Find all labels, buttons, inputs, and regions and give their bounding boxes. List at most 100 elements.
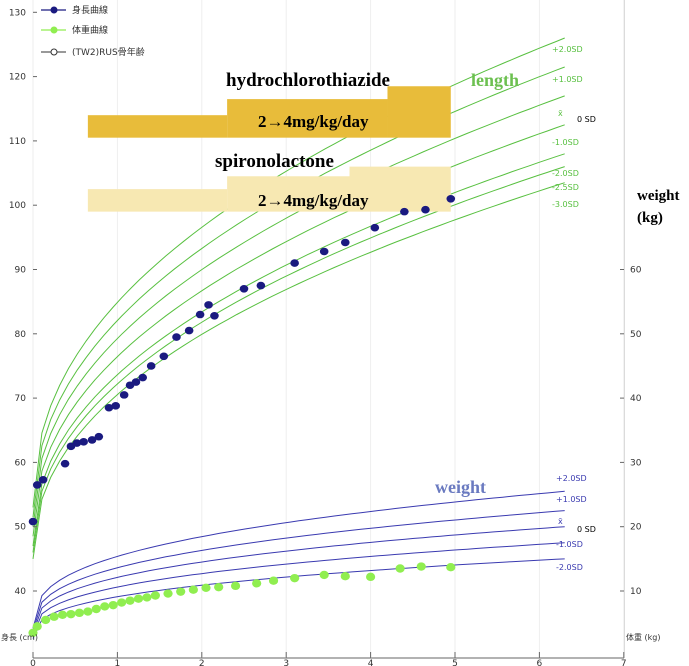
weight-point xyxy=(188,585,198,594)
y-left-tick-label: 80 xyxy=(15,330,27,340)
spironolactone-bar-segment xyxy=(349,166,451,212)
length-point xyxy=(104,403,114,412)
weight-sd-curve xyxy=(32,558,565,639)
length-point xyxy=(146,362,156,370)
length-sd-label: +1.0SD xyxy=(552,75,583,84)
y-right-tick-label: 20 xyxy=(630,523,642,533)
length-point xyxy=(290,259,299,267)
weight-point xyxy=(150,591,160,600)
weight-sd-curve xyxy=(32,542,565,637)
weight-point xyxy=(100,602,110,611)
length-point xyxy=(60,459,70,468)
y-left-tick-label: 70 xyxy=(15,394,27,404)
weight-point xyxy=(117,598,127,607)
weight-point xyxy=(268,576,279,585)
weight-point xyxy=(446,563,456,572)
legend-marker-bone-age xyxy=(50,48,58,56)
length-point xyxy=(172,333,181,341)
hydrochlorothiazide-dose: 2→4mg/kg/day xyxy=(258,112,369,131)
length-sd-curve xyxy=(32,166,565,553)
length-point xyxy=(87,436,97,444)
length-point xyxy=(204,301,213,309)
length-sd-label: 0 SD xyxy=(577,115,596,124)
weight-point xyxy=(230,581,241,591)
weight-sd-curve xyxy=(32,510,565,632)
length-curve-label: length xyxy=(471,70,519,90)
y-left-tick-label: 100 xyxy=(9,201,26,211)
weight-point xyxy=(176,587,186,596)
x-tick-label: 3 xyxy=(283,659,289,666)
weight-point xyxy=(252,579,262,588)
right-axis-unit-label: 体重 (kg) xyxy=(626,632,661,642)
length-sd-curve xyxy=(32,182,565,559)
length-point xyxy=(138,373,148,382)
length-point xyxy=(131,378,141,386)
length-point xyxy=(400,207,409,216)
legend-weight: 体重曲線 xyxy=(72,24,108,36)
weight-point xyxy=(142,593,152,602)
y-left-tick-label: 50 xyxy=(15,523,27,533)
weight-point xyxy=(290,573,300,583)
x-tick-label: 4 xyxy=(368,659,374,666)
right-axis-title-weight: weight xyxy=(637,188,680,204)
spironolactone-bar-segment xyxy=(227,176,350,212)
weight-point xyxy=(83,607,93,616)
x-tick-label: 5 xyxy=(452,659,458,666)
length-point xyxy=(319,247,329,256)
weight-point xyxy=(319,570,329,580)
weight-sd-label: +2.0SD xyxy=(556,474,587,483)
x-tick-label: 6 xyxy=(537,659,543,666)
length-point xyxy=(119,391,129,399)
length-point xyxy=(38,475,48,484)
legend-length: 身長曲線 xyxy=(72,4,108,16)
weight-curve-label: weight xyxy=(435,477,486,497)
weight-sd-label: +1.0SD xyxy=(556,495,587,504)
data-points xyxy=(28,194,456,637)
hydrochlorothiazide-bar-segment xyxy=(387,86,451,138)
weight-point xyxy=(340,572,350,581)
length-point xyxy=(239,284,249,293)
right-axis-title-unit: (kg) xyxy=(637,210,663,226)
length-point xyxy=(94,432,104,441)
weight-point xyxy=(366,572,376,582)
weight-point xyxy=(125,596,135,605)
weight-point xyxy=(49,612,59,621)
length-point xyxy=(28,517,38,526)
y-left-tick-label: 90 xyxy=(15,266,27,276)
weight-sd-curve xyxy=(32,490,565,629)
length-sd-label: -3.0SD xyxy=(552,200,579,209)
weight-sd-label: -2.0SD xyxy=(556,563,583,572)
hydrochlorothiazide-bar-segment xyxy=(227,99,388,138)
y-right-tick-label: 40 xyxy=(630,394,642,404)
weight-sd-label: 0 SD xyxy=(577,525,596,534)
length-point xyxy=(210,311,219,320)
legend-bone-age: (TW2)RUS骨年齢 xyxy=(72,46,145,58)
length-point xyxy=(79,438,88,446)
y-right-tick-label: 30 xyxy=(630,458,642,468)
length-point xyxy=(421,205,430,214)
weight-sd-curve xyxy=(32,526,565,634)
y-right-tick-label: 10 xyxy=(630,587,642,597)
length-point xyxy=(159,352,169,361)
legend-marker-length xyxy=(50,6,58,14)
length-sd-curve xyxy=(32,124,565,537)
hydrochlorothiazide-bar-segment xyxy=(87,115,228,138)
left-axis-unit-label: 身長 (cm) xyxy=(1,632,38,642)
length-sd-label: -1.0SD xyxy=(552,138,579,147)
weight-sd-label: x̄ xyxy=(558,517,563,526)
weight-point xyxy=(395,564,405,573)
weight-point xyxy=(133,594,144,603)
length-sd-label: -2.5SD xyxy=(552,183,579,192)
length-point xyxy=(72,439,82,447)
length-point xyxy=(32,481,42,489)
weight-point xyxy=(32,622,42,631)
length-point xyxy=(340,238,350,247)
weight-point xyxy=(201,583,211,592)
spironolactone-dose: 2→4mg/kg/day xyxy=(258,191,369,210)
weight-point xyxy=(163,589,173,598)
legend: 身長曲線 体重曲線 (TW2)RUS骨年齢 xyxy=(41,4,145,58)
legend-marker-weight xyxy=(50,26,58,34)
length-point xyxy=(184,326,194,335)
